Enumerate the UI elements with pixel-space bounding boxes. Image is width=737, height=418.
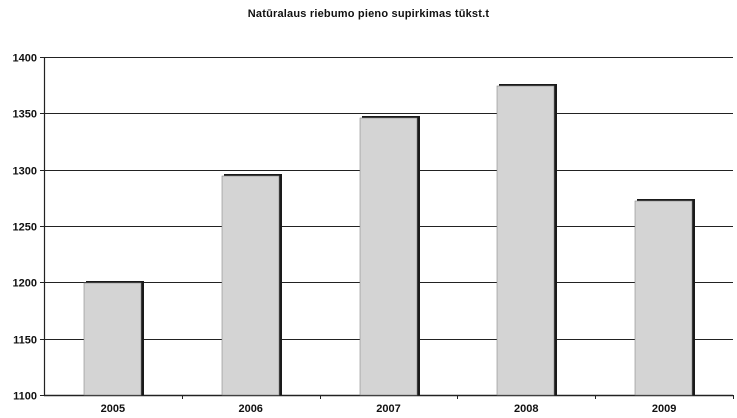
y-tick-label: 1100 <box>13 391 37 403</box>
bar <box>83 282 142 396</box>
bar <box>221 175 280 396</box>
x-tick-label: 2006 <box>238 403 262 415</box>
chart-title: Natūralaus riebumo pieno supirkimas tūks… <box>247 8 490 20</box>
y-tick-label: 1250 <box>13 222 37 234</box>
bar <box>634 200 693 396</box>
x-tick-label: 2009 <box>652 403 676 415</box>
y-tick-label: 1350 <box>13 109 37 121</box>
y-axis-tick-labels: 1100 1150 1200 1250 1300 1350 1400 <box>13 53 37 403</box>
axes <box>40 57 734 399</box>
x-tick-label: 2005 <box>101 403 125 415</box>
bar <box>496 85 555 396</box>
x-tick-label: 2008 <box>514 403 538 415</box>
x-axis-tick-labels: 2005 2006 2007 2008 2009 <box>101 403 677 415</box>
bars <box>83 84 695 396</box>
y-tick-label: 1400 <box>13 53 37 65</box>
y-tick-label: 1300 <box>13 166 37 178</box>
y-tick-label: 1200 <box>13 278 37 290</box>
bar <box>359 117 418 396</box>
y-tick-label: 1150 <box>13 335 37 347</box>
x-tick-label: 2007 <box>376 403 400 415</box>
